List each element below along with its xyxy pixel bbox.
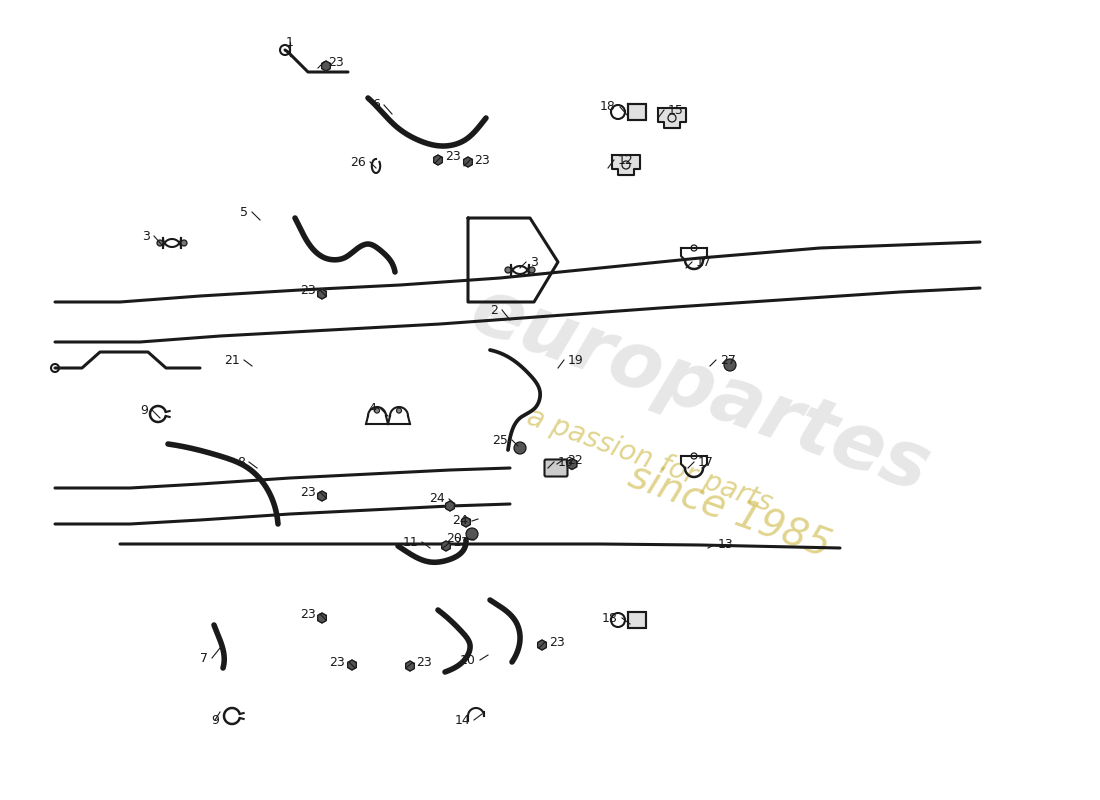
Polygon shape	[321, 61, 330, 71]
Text: 18: 18	[601, 101, 616, 114]
Text: 23: 23	[416, 657, 431, 670]
Text: 25: 25	[492, 434, 508, 446]
Text: 17: 17	[696, 255, 712, 269]
Text: 23: 23	[300, 283, 316, 297]
Text: 7: 7	[200, 651, 208, 665]
Polygon shape	[462, 517, 471, 527]
Polygon shape	[433, 155, 442, 165]
Polygon shape	[538, 640, 547, 650]
Polygon shape	[406, 661, 415, 671]
Circle shape	[505, 267, 512, 273]
Text: 3: 3	[142, 230, 150, 242]
Circle shape	[396, 408, 402, 413]
Text: 26: 26	[350, 155, 366, 169]
Circle shape	[724, 359, 736, 371]
Text: 2: 2	[491, 303, 498, 317]
Text: 8: 8	[236, 455, 245, 469]
Text: 1: 1	[286, 35, 294, 49]
Circle shape	[529, 267, 535, 273]
Circle shape	[157, 240, 163, 246]
Circle shape	[466, 528, 478, 540]
Polygon shape	[464, 157, 472, 167]
Bar	[628, 612, 646, 628]
Text: 23: 23	[453, 537, 469, 550]
Text: 22: 22	[566, 454, 583, 466]
Text: 12: 12	[618, 154, 634, 166]
Text: 17: 17	[698, 455, 714, 469]
Polygon shape	[568, 458, 576, 470]
Text: 20: 20	[447, 531, 462, 545]
Text: 24: 24	[429, 493, 446, 506]
Text: 11: 11	[403, 535, 418, 549]
Text: 23: 23	[446, 150, 461, 163]
Circle shape	[182, 240, 187, 246]
Circle shape	[514, 442, 526, 454]
Text: 18: 18	[602, 611, 618, 625]
Text: europartes: europartes	[460, 272, 939, 508]
Text: 23: 23	[474, 154, 490, 166]
Polygon shape	[442, 541, 450, 551]
Text: 23: 23	[300, 607, 316, 621]
Text: 3: 3	[530, 255, 538, 269]
Text: a passion for parts: a passion for parts	[524, 402, 777, 518]
Text: 14: 14	[454, 714, 470, 726]
Text: 13: 13	[718, 538, 734, 551]
Polygon shape	[318, 289, 327, 299]
Circle shape	[374, 408, 379, 413]
Polygon shape	[318, 613, 327, 623]
Text: 27: 27	[720, 354, 736, 366]
Text: 23: 23	[329, 655, 345, 669]
Text: 16: 16	[558, 455, 574, 469]
Text: 10: 10	[460, 654, 476, 666]
Text: 15: 15	[668, 103, 684, 117]
Text: 24: 24	[452, 514, 468, 527]
Polygon shape	[612, 155, 640, 175]
Text: since 1985: since 1985	[624, 456, 836, 564]
Text: 4: 4	[368, 402, 376, 414]
Text: 5: 5	[240, 206, 248, 218]
Polygon shape	[348, 660, 356, 670]
Bar	[628, 104, 646, 120]
Text: 21: 21	[224, 354, 240, 366]
Text: 6: 6	[372, 98, 379, 111]
Text: 23: 23	[328, 55, 343, 69]
FancyBboxPatch shape	[544, 459, 568, 477]
Text: 19: 19	[568, 354, 584, 366]
Text: 23: 23	[300, 486, 316, 498]
Text: 23: 23	[549, 635, 564, 649]
Polygon shape	[658, 108, 686, 128]
Text: 9: 9	[211, 714, 219, 726]
Polygon shape	[446, 501, 454, 511]
Text: 9: 9	[140, 403, 148, 417]
Polygon shape	[318, 491, 327, 501]
